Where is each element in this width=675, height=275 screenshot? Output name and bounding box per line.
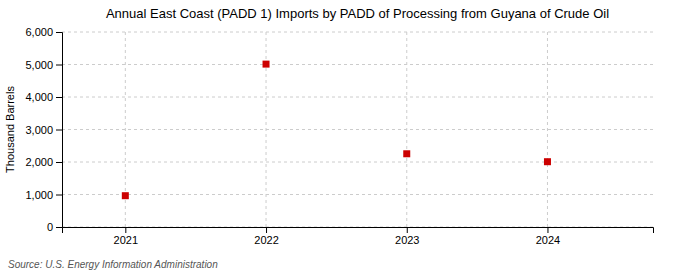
x-tick-mark bbox=[125, 227, 126, 233]
x-tick-mark bbox=[266, 227, 267, 233]
y-tick-label: 4,000 bbox=[25, 91, 53, 103]
x-tick-label: 2024 bbox=[536, 234, 560, 246]
y-tick: 6,000 bbox=[25, 26, 62, 38]
y-tick-mark bbox=[56, 32, 62, 33]
y-tick-label: 0 bbox=[47, 221, 53, 233]
y-tick-mark bbox=[56, 195, 62, 196]
y-tick: 2,000 bbox=[25, 156, 62, 168]
x-tick: 2023 bbox=[395, 227, 419, 246]
x-tick: 2021 bbox=[114, 227, 138, 246]
y-tick-mark bbox=[56, 97, 62, 98]
x-tick-label: 2021 bbox=[114, 234, 138, 246]
y-tick-label: 6,000 bbox=[25, 26, 53, 38]
x-tick: 2022 bbox=[254, 227, 278, 246]
x-tick-mark bbox=[547, 227, 548, 233]
point bbox=[263, 61, 270, 68]
y-tick: 1,000 bbox=[25, 189, 62, 201]
y-tick: 5,000 bbox=[25, 59, 62, 71]
x-tick: 2024 bbox=[536, 227, 560, 246]
y-tick-label: 1,000 bbox=[25, 189, 53, 201]
grid-line-x bbox=[406, 32, 407, 227]
grid-line-y bbox=[62, 64, 653, 65]
x-tick-label: 2023 bbox=[395, 234, 419, 246]
source: Source: U.S. Energy Information Administ… bbox=[8, 259, 218, 270]
chart: 2021 2022 2023 2024 0 1,000 2,000 3,000 4,000 5,0… bbox=[0, 0, 675, 275]
y-tick-mark bbox=[56, 227, 62, 228]
grid bbox=[62, 32, 653, 227]
grid-line-y bbox=[62, 162, 653, 163]
y-axis-line bbox=[56, 33, 63, 228]
y-axis-title: Thousand Barrels bbox=[4, 86, 16, 173]
x-tick-mark bbox=[407, 227, 408, 233]
x-tick-label: 2022 bbox=[254, 234, 278, 246]
y-tick-label: 3,000 bbox=[25, 124, 53, 136]
x-axis-line bbox=[63, 228, 654, 234]
y-axis: 0 1,000 2,000 3,000 4,000 5,000 6,000 bbox=[25, 26, 62, 233]
y-tick: 0 bbox=[47, 221, 62, 233]
point bbox=[403, 150, 410, 157]
y-tick: 3,000 bbox=[25, 124, 62, 136]
grid-line-y bbox=[62, 129, 653, 130]
y-tick-label: 2,000 bbox=[25, 156, 53, 168]
y-tick: 4,000 bbox=[25, 91, 62, 103]
grid-line-y bbox=[62, 32, 653, 33]
x-axis: 2021 2022 2023 2024 bbox=[63, 227, 654, 246]
grid-line-x bbox=[547, 32, 548, 227]
marks bbox=[122, 61, 551, 200]
y-tick-label: 5,000 bbox=[25, 59, 53, 71]
point bbox=[122, 192, 129, 199]
title: Annual East Coast (PADD 1) Imports by PA… bbox=[106, 6, 609, 21]
y-tick-mark bbox=[56, 65, 62, 66]
grid-line-y bbox=[62, 97, 653, 98]
point bbox=[544, 158, 551, 165]
y-tick-mark bbox=[56, 162, 62, 163]
y-tick-mark bbox=[56, 130, 62, 131]
plot-area: 2021 2022 2023 2024 0 1,000 2,000 3,000 4,000 5,0… bbox=[25, 26, 653, 246]
grid-line-y bbox=[62, 194, 653, 195]
